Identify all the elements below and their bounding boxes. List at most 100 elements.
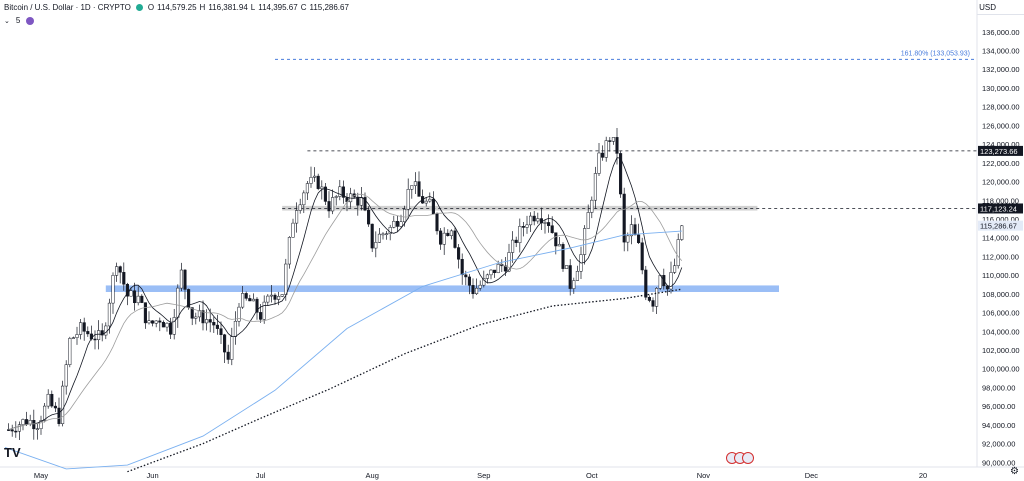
candle-body	[586, 212, 590, 229]
candle-body	[608, 140, 612, 142]
candle-body	[316, 175, 320, 189]
candle-body	[485, 274, 489, 279]
candle-body	[147, 320, 151, 324]
y-tick-label: 90,000.00	[982, 458, 1015, 467]
candle-body	[374, 242, 378, 249]
candle-body	[583, 228, 587, 255]
candle-body	[464, 274, 468, 278]
candle-body	[71, 337, 75, 339]
indicator-count: 5	[15, 16, 21, 25]
candle-body	[457, 247, 461, 260]
candle-body	[266, 295, 270, 303]
candle-body	[377, 233, 381, 243]
candle-body	[424, 200, 428, 204]
events-flags[interactable]	[726, 452, 754, 464]
candle-body	[399, 221, 403, 227]
current-price-tag: 115,286.67	[980, 222, 1017, 231]
candle-body	[100, 330, 104, 336]
candle-body	[151, 320, 155, 324]
candle-body	[644, 269, 648, 298]
x-tick-label: 20	[919, 471, 927, 480]
candle-body	[446, 232, 450, 236]
ma-200-line	[127, 288, 682, 473]
candle-body	[298, 204, 302, 211]
sma-long-line	[4, 230, 682, 470]
candle-body	[453, 230, 457, 248]
candle-body	[557, 244, 561, 247]
candle-body	[295, 210, 299, 224]
candle-body	[655, 288, 659, 307]
candle-body	[194, 316, 198, 319]
low-value: 114,395.67	[258, 3, 298, 12]
currency-selector[interactable]: USD	[979, 3, 996, 12]
candle-body	[539, 218, 543, 224]
y-tick-label: 104,000.00	[982, 327, 1020, 336]
gear-icon[interactable]: ⚙	[1010, 466, 1019, 477]
candle-body	[284, 263, 288, 295]
candle-body	[320, 186, 324, 189]
fib-level-label: 161.80% (133,053.93)	[901, 50, 970, 57]
candle-body	[334, 196, 338, 198]
candle-body	[392, 220, 396, 228]
candle-body	[64, 364, 68, 387]
current-price-tag-bg	[978, 220, 1023, 231]
candle-body	[93, 338, 97, 341]
candle-body	[125, 283, 129, 297]
candle-body	[611, 137, 615, 142]
x-tick-label: Dec	[805, 471, 819, 480]
y-tick-label: 100,000.00	[982, 365, 1020, 374]
candle-body	[107, 302, 111, 327]
candle-body	[104, 325, 108, 336]
candle-body	[496, 264, 500, 274]
candle-body	[507, 252, 511, 272]
candle-body	[615, 137, 619, 154]
candle-body	[601, 152, 605, 158]
candle-body	[669, 272, 673, 290]
candle-body	[269, 294, 273, 297]
y-tick-label: 130,000.00	[982, 84, 1020, 93]
candle-body	[35, 428, 39, 430]
candle-body	[133, 290, 137, 304]
candle-body	[53, 405, 57, 409]
x-tick-label: Jul	[256, 471, 266, 480]
candle-body	[647, 296, 651, 301]
candle-body	[676, 239, 680, 267]
candle-body	[161, 321, 165, 328]
candle-body	[183, 269, 187, 290]
candle-body	[313, 175, 317, 178]
candle-body	[543, 222, 547, 224]
us-flag-icon[interactable]	[742, 452, 754, 464]
candle-body	[21, 419, 25, 425]
candle-body	[190, 307, 194, 319]
candle-body	[442, 232, 446, 245]
x-tick-label: Jun	[147, 471, 159, 480]
candle-body	[550, 225, 554, 233]
candle-body	[251, 298, 255, 302]
candle-body	[388, 227, 392, 234]
candle-body	[363, 197, 367, 211]
y-tick-label: 126,000.00	[982, 121, 1020, 130]
chevron-down-icon[interactable]: ⌄	[4, 17, 10, 25]
indicator-legend[interactable]: ⌄ 5	[4, 16, 35, 25]
candle-body	[255, 298, 259, 313]
candle-body	[489, 269, 493, 276]
candle-body	[219, 328, 223, 335]
candle-body	[640, 242, 644, 271]
x-tick-label: Nov	[697, 471, 711, 480]
candle-body	[665, 285, 669, 290]
candle-body	[554, 232, 558, 247]
candle-body	[39, 420, 43, 429]
candle-body	[327, 201, 331, 212]
candle-body	[277, 296, 281, 300]
candle-body	[460, 259, 464, 276]
candle-body	[323, 186, 327, 202]
candle-body	[215, 324, 219, 329]
indicator-dot-icon[interactable]	[26, 16, 35, 25]
candle-body	[86, 331, 90, 335]
tradingview-logo-icon[interactable]: TV	[4, 445, 21, 460]
candle-body	[651, 300, 655, 307]
symbol-title[interactable]: Bitcoin / U.S. Dollar · 1D · CRYPTO	[4, 3, 131, 12]
x-tick-label: Aug	[366, 471, 379, 480]
candle-body	[331, 197, 335, 212]
